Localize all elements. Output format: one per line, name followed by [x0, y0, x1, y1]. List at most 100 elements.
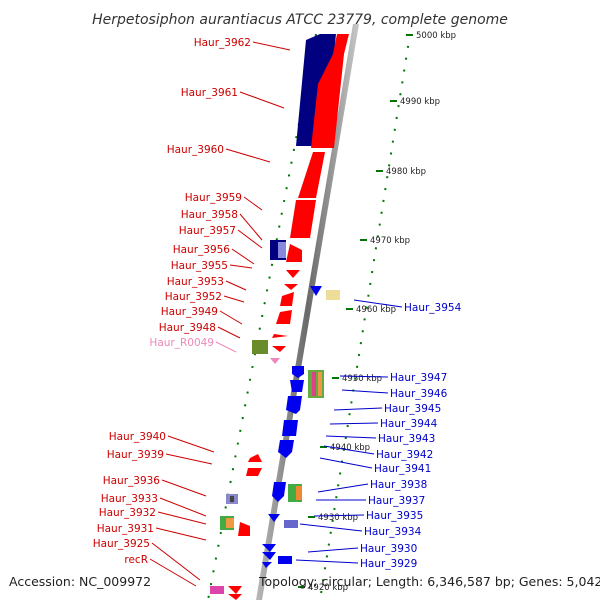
- gene-haur-3946-b: [312, 372, 316, 396]
- gene-label: Haur_3933: [101, 493, 158, 505]
- gene-blue-small: [262, 562, 272, 568]
- gene-label: Haur_3948: [159, 322, 216, 334]
- gene-label: Haur_3953: [167, 276, 224, 288]
- gene-label: Haur_3940: [109, 431, 166, 443]
- gene-label: Haur_3962: [194, 37, 251, 49]
- label-leader-line: [239, 91, 285, 109]
- label-leader-line: [307, 547, 359, 553]
- gene-haur-3932: [226, 518, 234, 528]
- label-leader-line: [151, 542, 201, 581]
- gene-red-bottom: [228, 594, 242, 600]
- label-leader-line: [341, 389, 389, 394]
- gene-haur-3954: [310, 286, 322, 296]
- gene-haur-3939: [246, 468, 262, 476]
- gene-haur-3954-b: [326, 290, 340, 300]
- label-leader-line: [319, 457, 373, 469]
- gene-haur-3946-c: [318, 372, 322, 396]
- gene-label: Haur_3930: [360, 543, 417, 555]
- label-leader-line: [239, 213, 263, 241]
- gene-label: Haur_3935: [366, 510, 423, 522]
- label-leader-line: [325, 435, 377, 439]
- gene-label: Haur_3947: [390, 372, 447, 384]
- gene-haur-3953: [284, 284, 298, 290]
- gene-label: Haur_3932: [99, 507, 156, 519]
- label-leader-line: [223, 295, 245, 303]
- label-leader-line: [243, 196, 263, 211]
- gene-haur-3945: [290, 380, 304, 392]
- gene-label: Haur_3929: [360, 558, 417, 570]
- gene-label: Haur_3952: [165, 291, 222, 303]
- label-leader-line: [229, 264, 253, 269]
- label-leader-line: [313, 514, 365, 517]
- gene-haur-3930-b: [262, 552, 276, 560]
- label-leader-line: [217, 326, 241, 339]
- label-leader-line: [353, 299, 403, 308]
- label-leader-line: [317, 483, 369, 493]
- gene-haur-3955: [286, 270, 300, 278]
- gene-label: Haur_3939: [107, 449, 164, 461]
- label-leader-line: [157, 511, 207, 525]
- scale-tick-label: 4960 kbp: [356, 305, 396, 315]
- gene-label: Haur_3937: [368, 495, 425, 507]
- gene-label: Haur_3944: [380, 418, 438, 430]
- scale-tick-label: 4930 kbp: [318, 513, 358, 523]
- gene-haur-3961: [311, 54, 344, 148]
- label-leader-line: [237, 229, 263, 249]
- label-leader-line: [219, 310, 243, 325]
- gene-haur-3952: [280, 292, 294, 306]
- label-leader-line: [159, 497, 207, 517]
- gene-label: Haur_3931: [97, 523, 154, 535]
- label-leader-line: [215, 341, 237, 353]
- gene-haur-3934: [284, 520, 298, 528]
- label-leader-line: [329, 422, 379, 425]
- gene-label: Haur_3936: [103, 475, 161, 487]
- label-leader-line: [323, 445, 375, 455]
- gene-label: Haur_3957: [179, 225, 236, 237]
- scale-ticks: 5000 kbp 4990 kbp 4980 kbp 4970 kbp 4960 kbp…: [298, 31, 456, 593]
- gene-label: Haur_3925: [93, 538, 150, 550]
- gene-haur-3938: [272, 482, 286, 502]
- scale-tick-label: 4940 kbp: [330, 443, 370, 453]
- label-leader-line: [167, 435, 215, 453]
- gene-haur-3936-b: [230, 496, 234, 502]
- gene-blocks-lower: [210, 454, 262, 600]
- right-gene-labels: Haur_3954 Haur_3947 Haur_3946 Haur_3945 Haur…: [295, 299, 462, 570]
- gene-label: Haur_3955: [171, 260, 228, 272]
- gene-haur-3937-b: [296, 486, 302, 500]
- gene-label: Haur_3960: [167, 144, 224, 156]
- label-leader-line: [225, 148, 271, 163]
- gene-label: Haur_3961: [181, 87, 238, 99]
- gene-label: Haur_3938: [370, 479, 427, 491]
- gene-haur-3943: [282, 420, 298, 436]
- scale-tick-label: 4950 kbp: [342, 374, 382, 384]
- topology-label: Topology: circular; Length: 6,346,587 bp…: [258, 574, 600, 589]
- label-leader-line: [339, 375, 389, 378]
- genome-backbone: [256, 24, 359, 600]
- gene-haur-r0049: [252, 340, 268, 354]
- gene-red-small: [272, 346, 286, 352]
- gene-haur-3947: [292, 366, 304, 378]
- left-gene-labels: Haur_3962 Haur_3961 Haur_3960 Haur_3959 Haur…: [93, 37, 291, 587]
- gene-haur-3959: [290, 200, 316, 238]
- gene-haur-3935: [268, 514, 280, 522]
- gene-haur-3960: [298, 152, 325, 198]
- gene-label: Haur_3959: [185, 192, 242, 204]
- gene-label: Haur_3941: [374, 463, 431, 475]
- accession-label: Accession: NC_009972: [9, 574, 151, 589]
- gene-haur-3929: [278, 556, 292, 564]
- label-leader-line: [231, 248, 255, 265]
- gene-haur-3931: [238, 522, 250, 536]
- scale-tick-label: 4970 kbp: [370, 236, 410, 246]
- scale-tick-label: 4980 kbp: [386, 167, 426, 177]
- label-leader-line: [299, 523, 363, 532]
- scale-tick-label: 4920 kbp: [308, 583, 348, 593]
- gene-haur-3930: [262, 544, 276, 552]
- gene-label: Haur_3934: [364, 526, 422, 538]
- gene-haur-3940: [248, 454, 262, 462]
- gene-haur-3962-b: [333, 34, 349, 54]
- gene-rna-pink: [270, 358, 280, 364]
- gene-haur-3956: [286, 244, 302, 262]
- gene-label: Haur_3946: [390, 388, 448, 400]
